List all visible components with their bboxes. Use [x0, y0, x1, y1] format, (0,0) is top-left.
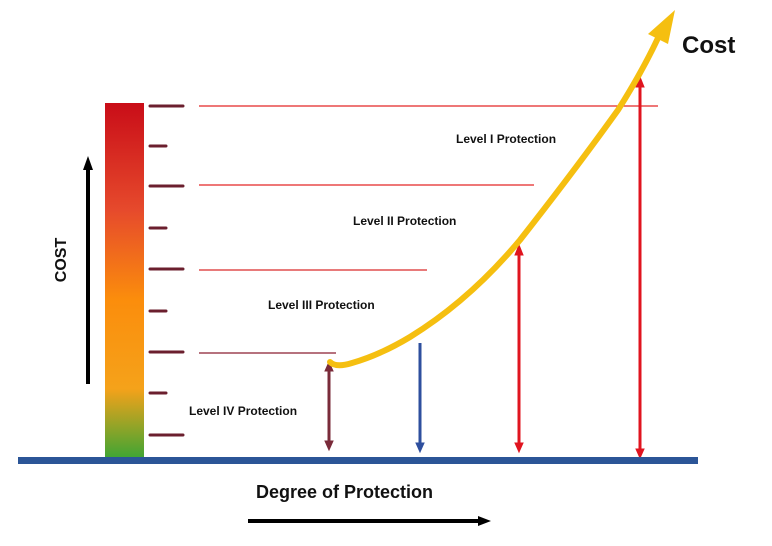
- up-arrow-icon: [83, 156, 93, 384]
- level-iii-cost-arrow: [415, 343, 425, 454]
- cost-scale-ticks: [148, 104, 185, 437]
- cost-corner-label: Cost: [682, 32, 735, 59]
- cost-gradient-bar: [105, 103, 144, 460]
- right-arrow-icon: [248, 516, 491, 526]
- cost-curve: [327, 10, 675, 369]
- level-ii-cost-arrow: [514, 243, 524, 454]
- x-axis-label: Degree of Protection: [256, 482, 433, 502]
- level-iv-cost-arrow: [324, 360, 334, 452]
- cost-axis-label: COST: [53, 238, 70, 283]
- curve-arrowhead-icon: [648, 10, 675, 44]
- level-ii-label: Level II Protection: [353, 214, 456, 228]
- level-iii-label: Level III Protection: [268, 298, 375, 312]
- level-iv-label: Level IV Protection: [189, 404, 297, 418]
- level-i-label: Level I Protection: [456, 132, 556, 146]
- baseline-axis: [18, 457, 698, 464]
- level-i-cost-arrow: [635, 75, 645, 460]
